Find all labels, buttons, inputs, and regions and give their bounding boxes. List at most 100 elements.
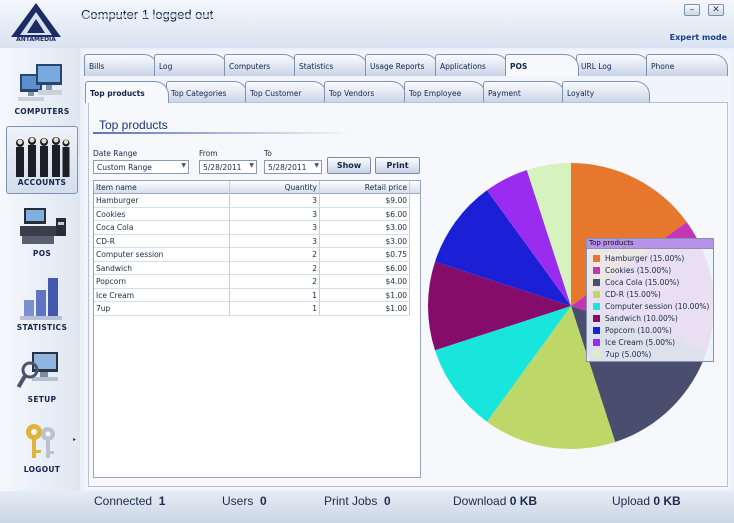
table-row[interactable]: CD-R 3 $3.00 <box>94 234 410 248</box>
status-upload: Upload 0 KB <box>612 494 681 508</box>
legend-label: Computer session (10.00%) <box>605 302 710 311</box>
legend-item: Sandwich (10.00%) <box>593 314 678 323</box>
status-upload-value: 0 KB <box>653 494 681 508</box>
legend-label: Ice Cream (5.00%) <box>605 338 676 347</box>
sidebar-item-computers[interactable]: COMPUTERS <box>6 54 78 122</box>
legend-label: Hamburger (15.00%) <box>605 254 685 263</box>
legend-item: Computer session (10.00%) <box>593 302 709 311</box>
from-date-picker[interactable]: 5/28/2011 ▼ <box>199 160 257 174</box>
pie-slice <box>428 261 571 351</box>
quantity-cell: 2 <box>230 248 320 261</box>
chevron-down-icon: ▼ <box>314 162 319 169</box>
legend-swatch <box>593 327 600 334</box>
antamedia-logo: ANTAMEDIA <box>8 2 64 44</box>
main-tab-bar: Bills Log Computers Statistics Usage Rep… <box>84 54 732 76</box>
table-row[interactable]: Cookies 3 $6.00 <box>94 207 410 221</box>
expert-mode-link[interactable]: Expert mode <box>669 33 727 42</box>
legend-label: Popcorn (10.00%) <box>605 326 672 335</box>
sidebar-label-statistics: STATISTICS <box>16 323 68 332</box>
sidebar-item-statistics[interactable]: STATISTICS <box>6 270 78 338</box>
column-header-retail-price[interactable]: Retail price <box>320 181 410 194</box>
tab-phone[interactable]: Phone <box>646 54 728 76</box>
item-name-cell: 7up <box>94 302 230 315</box>
pie-slice <box>486 306 616 449</box>
close-button[interactable]: ✕ <box>708 4 724 16</box>
to-date-picker[interactable]: 5/28/2011 ▼ <box>264 160 322 174</box>
table-row[interactable]: Ice Cream 1 $1.00 <box>94 288 410 302</box>
status-connected-label: Connected <box>94 494 153 508</box>
status-connected-value: 1 <box>158 494 166 508</box>
item-name-cell: Computer session <box>94 248 230 261</box>
column-header-item-name[interactable]: Item name <box>94 181 230 194</box>
show-button[interactable]: Show <box>327 157 371 174</box>
minimize-button[interactable]: – <box>684 4 700 16</box>
legend-swatch <box>593 255 600 262</box>
tab-pos[interactable]: POS <box>505 54 579 76</box>
status-upload-label: Upload <box>612 494 651 508</box>
retail-price-cell: $6.00 <box>320 261 410 275</box>
table-row[interactable]: Computer session 2 $0.75 <box>94 248 410 262</box>
status-bar: Connected 1 Users 0 Print Jobs 0 Downloa… <box>0 491 734 523</box>
window-title-reflection: Computer 1 logged out <box>81 13 214 20</box>
table-row[interactable]: Popcorn 2 $4.00 <box>94 275 410 289</box>
status-download-label: Download <box>453 494 507 508</box>
statistics-icon <box>20 278 62 320</box>
sidebar-item-pos[interactable]: POS <box>6 196 78 264</box>
retail-price-cell: $1.00 <box>320 288 410 302</box>
status-print-value: 0 <box>384 494 391 508</box>
subtab-top-products[interactable]: Top products <box>85 81 169 103</box>
computers-icon <box>18 64 62 101</box>
status-download: Download 0 KB <box>453 494 537 508</box>
date-range-value: Custom Range <box>97 163 152 172</box>
sidebar: COMPUTERS ACCOUNTS POS ST <box>0 48 80 491</box>
sidebar-item-logout[interactable]: ▸ LOGOUT <box>6 412 78 480</box>
table-header: Item name Quantity Retail price <box>94 181 420 194</box>
setup-icon <box>16 352 58 389</box>
sidebar-item-setup[interactable]: SETUP <box>6 342 78 410</box>
quantity-cell: 3 <box>230 194 320 207</box>
legend-swatch <box>593 303 600 310</box>
legend-item: 7up (5.00%) <box>593 350 651 359</box>
from-label: From <box>199 149 218 158</box>
status-users: Users 0 <box>222 494 267 508</box>
sidebar-label-setup: SETUP <box>27 395 57 404</box>
legend-label: CD-R (15.00%) <box>605 290 661 299</box>
quantity-cell: 2 <box>230 261 320 275</box>
table-row[interactable]: 7up 1 $1.00 <box>94 302 410 316</box>
legend-label: Sandwich (10.00%) <box>605 314 678 323</box>
chevron-down-icon: ▼ <box>181 162 186 169</box>
to-date-value: 5/28/2011 <box>268 163 307 172</box>
sidebar-label-logout: LOGOUT <box>23 465 61 474</box>
date-range-select[interactable]: Custom Range ▼ <box>93 160 189 174</box>
table-row[interactable]: Sandwich 2 $6.00 <box>94 261 410 275</box>
table-row[interactable]: Coca Cola 3 $3.00 <box>94 221 410 235</box>
legend-swatch <box>593 279 600 286</box>
quantity-cell: 3 <box>230 207 320 221</box>
item-name-cell: Ice Cream <box>94 288 230 302</box>
table-row[interactable]: Hamburger 3 $9.00 <box>94 194 410 208</box>
title-bar: ANTAMEDIA Computer 1 logged out Computer… <box>0 0 734 48</box>
legend-item: Cookies (15.00%) <box>593 266 671 275</box>
print-button[interactable]: Print <box>375 157 420 174</box>
legend-label: 7up (5.00%) <box>605 350 652 359</box>
quantity-cell: 1 <box>230 288 320 302</box>
column-header-quantity[interactable]: Quantity <box>230 181 320 194</box>
logo-triangle-icon <box>11 3 61 37</box>
logo-text: ANTAMEDIA <box>16 36 56 43</box>
to-label: To <box>264 149 272 158</box>
item-name-cell: Cookies <box>94 207 230 221</box>
quantity-cell: 3 <box>230 234 320 248</box>
chart-legend: Top products Hamburger (15.00%) Cookies (… <box>586 238 714 362</box>
item-name-cell: Popcorn <box>94 275 230 288</box>
window-title: Computer 1 logged out <box>81 7 214 22</box>
item-name-cell: Coca Cola <box>94 221 230 234</box>
date-range-label: Date Range <box>93 149 138 158</box>
sidebar-item-accounts[interactable]: ACCOUNTS <box>6 126 78 194</box>
pie-slice <box>486 169 571 306</box>
retail-price-cell: $3.00 <box>320 234 410 248</box>
status-print-jobs: Print Jobs 0 <box>324 494 391 508</box>
legend-swatch <box>593 267 600 274</box>
pie-slice <box>526 163 571 306</box>
subtab-loyalty[interactable]: Loyalty <box>562 81 650 103</box>
expand-arrow-icon: ▸ <box>72 436 76 443</box>
